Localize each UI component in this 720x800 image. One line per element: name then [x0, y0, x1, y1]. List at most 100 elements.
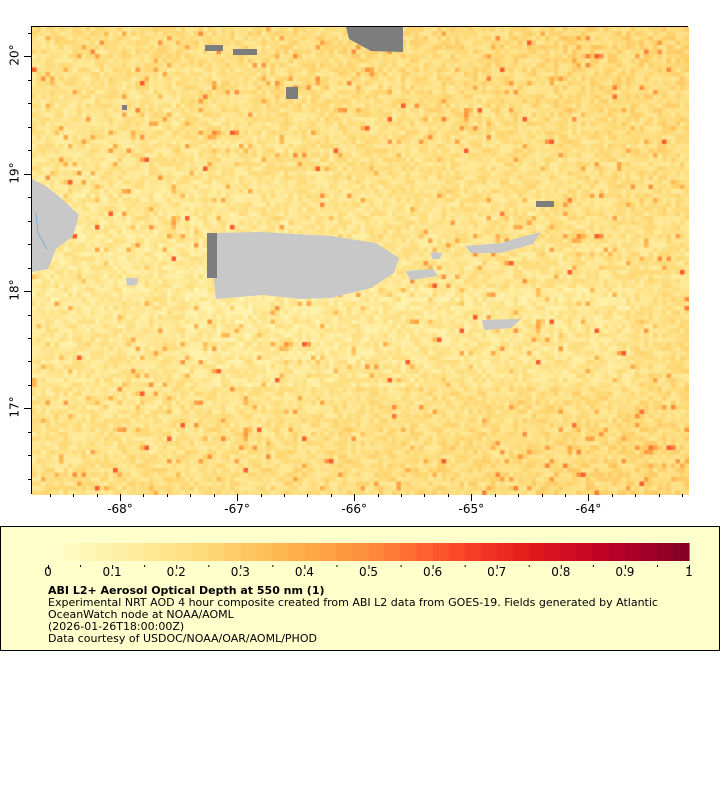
legend-description: Experimental NRT AOD 4 hour composite cr… [48, 596, 658, 609]
legend-title: ABI L2+ Aerosol Optical Depth at 550 nm … [48, 584, 325, 597]
puerto-rico-land [207, 232, 399, 299]
aod-map [31, 26, 689, 495]
lon-minor-tick [120, 494, 121, 497]
colorbar-swatch [144, 543, 161, 561]
colorbar-swatch [176, 543, 193, 561]
lon-minor-tick [49, 494, 51, 497]
virgin-islands [465, 232, 541, 253]
lon-tick-label: -66° [341, 502, 368, 516]
land-overlay [32, 27, 554, 330]
lon-minor-tick [494, 494, 496, 497]
lat-minor-tick [28, 291, 31, 293]
lat-minor-tick [28, 33, 31, 35]
colorbar-swatch [368, 543, 386, 561]
colorbar-tick-label: 0.8 [551, 565, 571, 579]
colorbar-tick-label: 0.2 [166, 565, 186, 579]
lon-tick-label: -68° [107, 502, 133, 516]
colorbar-swatch [336, 543, 354, 561]
colorbar-swatch [560, 543, 578, 561]
lon-minor-tick [260, 494, 262, 497]
colorbar-swatch [288, 543, 305, 561]
lon-tick-label: -64° [575, 502, 602, 516]
lon-minor-tick [213, 494, 215, 497]
legend-panel: 0 0.1 0.2 0.3 0.4 0.5 0.6 0.7 0.8 0.9 1 ABI L2+ Ae… [0, 526, 720, 651]
lon-minor-tick [471, 494, 473, 497]
lon-minor-tick [565, 494, 567, 497]
lon-minor-tick [611, 494, 613, 497]
lat-tick-label: 18° [7, 279, 22, 301]
colorbar-tick-label: 0.3 [230, 565, 250, 579]
lat-minor-tick [28, 455, 31, 457]
culebra-island [431, 252, 442, 259]
colorbar-swatch [128, 543, 145, 561]
colorbar-swatch [400, 543, 418, 561]
mona-island [126, 278, 138, 286]
colorbar-swatch [448, 543, 466, 561]
lat-tick [24, 56, 31, 58]
lon-minor-tick [73, 494, 75, 497]
colorbar-swatch [384, 543, 402, 561]
lon-minor-tick [166, 494, 168, 497]
lat-minor-tick [28, 173, 31, 175]
hispaniola-land [32, 179, 79, 272]
colorbar-swatch [464, 543, 482, 561]
lat-tick [24, 408, 31, 410]
lon-minor-tick [424, 494, 426, 497]
lon-minor-tick [354, 494, 356, 497]
lat-minor-tick [28, 244, 31, 246]
colorbar-swatch [592, 543, 610, 561]
colorbar-swatch [256, 543, 273, 561]
colorbar-swatch [512, 543, 530, 561]
lat-minor-tick [28, 220, 31, 222]
colorbar-swatch [160, 543, 177, 561]
colorbar-swatch [304, 543, 322, 561]
colorbar-swatch [272, 543, 289, 561]
colorbar-swatch [96, 543, 113, 561]
colorbar-swatch [240, 543, 257, 561]
colorbar-swatch [416, 543, 434, 561]
colorbar-swatch [64, 543, 81, 561]
lon-minor-tick [307, 494, 309, 497]
lon-tick [588, 494, 590, 501]
no-data-patch [207, 233, 217, 278]
lon-tick-label: -67° [224, 502, 250, 516]
colorbar-swatch [576, 543, 594, 561]
vieques-island [405, 269, 438, 280]
colorbar-swatch [432, 543, 450, 561]
lat-minor-tick [28, 384, 31, 386]
colorbar-tick-label: 0.5 [358, 565, 379, 579]
colorbar-swatch [640, 543, 658, 561]
colorbar-swatch [80, 543, 97, 561]
colorbar-tick-label: 0.7 [487, 565, 507, 579]
colorbar-swatch [496, 543, 514, 561]
lon-minor-tick [447, 494, 449, 497]
lat-tick [24, 173, 31, 175]
colorbar-swatch [608, 543, 626, 561]
lat-minor-tick [28, 408, 31, 410]
lat-minor-tick [28, 126, 31, 128]
lon-minor-tick [237, 494, 239, 497]
legend-description-cont: OceanWatch node at NOAA/AOML [48, 608, 234, 621]
colorbar-swatch [528, 543, 546, 561]
colorbar-swatch [112, 543, 129, 561]
st-croix-island [482, 319, 521, 330]
colorbar-swatch [192, 543, 209, 561]
lat-minor-tick [28, 338, 31, 339]
no-data-patch [205, 45, 223, 51]
colorbar-tick-label: 0 [44, 565, 52, 579]
colorbar-swatch [48, 543, 65, 561]
colorbar-swatch [208, 543, 225, 561]
lat-minor-tick [28, 361, 31, 363]
lon-minor-tick [401, 494, 403, 497]
lat-minor-tick [28, 79, 31, 81]
lon-minor-tick [143, 494, 145, 497]
lat-minor-tick [28, 431, 31, 433]
colorbar-swatch [224, 543, 241, 561]
lon-tick-label: -65° [458, 502, 485, 516]
lon-minor-tick [283, 494, 285, 497]
lon-minor-tick [377, 494, 379, 497]
no-data-patch [233, 49, 257, 55]
legend-credit: Data courtesy of USDOC/NOAA/OAR/AOML/PHO… [48, 632, 317, 645]
lat-tick-label: 20° [7, 44, 22, 67]
lon-minor-tick [541, 494, 543, 497]
